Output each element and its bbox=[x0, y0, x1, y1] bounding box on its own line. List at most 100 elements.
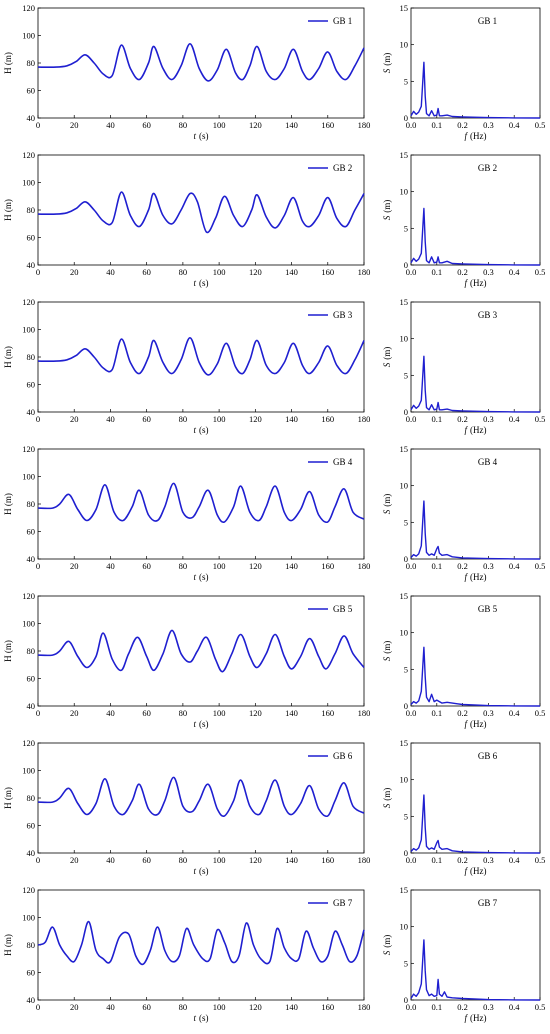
spectrum-panel: 0.0 0.1 0.2 0.3 0.4 0.5 0 5 10 15 f (Hz) S (m) GB 5 bbox=[382, 591, 545, 729]
spectrum-line bbox=[410, 939, 541, 1001]
x-axis-label-unit: (Hz) bbox=[470, 572, 487, 582]
y-tick-label: 100 bbox=[22, 766, 35, 776]
x-tick-label: 160 bbox=[321, 414, 334, 424]
x-tick-label: 140 bbox=[285, 414, 298, 424]
y-axis-label-var: S bbox=[382, 509, 392, 514]
x-tick-label: 180 bbox=[358, 120, 371, 130]
x-axis-label: t (s) bbox=[193, 866, 208, 876]
y-axis-label-var: S bbox=[382, 950, 392, 955]
y-axis-label-var: S bbox=[382, 803, 392, 808]
x-axis-label-unit: (s) bbox=[199, 425, 209, 435]
x-axis-label: t (s) bbox=[193, 278, 208, 288]
x-tick-label: 20 bbox=[70, 561, 79, 571]
spec-frame bbox=[410, 448, 541, 560]
x-axis-label-unit: (s) bbox=[199, 866, 209, 876]
x-axis-label-var: f bbox=[464, 131, 468, 141]
y-axis-label-unit: (m) bbox=[382, 788, 392, 801]
x-tick-label: 120 bbox=[249, 561, 262, 571]
y-tick-label: 80 bbox=[27, 352, 36, 362]
y-tick-label: 100 bbox=[22, 325, 35, 335]
y-tick-label: 5 bbox=[404, 517, 408, 527]
x-tick-label: 60 bbox=[142, 120, 151, 130]
time-series-line bbox=[37, 629, 365, 673]
x-tick-label: 120 bbox=[249, 855, 262, 865]
x-tick-label: 80 bbox=[179, 1002, 188, 1012]
x-tick-label: 80 bbox=[179, 120, 188, 130]
y-tick-label: 40 bbox=[27, 848, 36, 858]
x-axis-label-var: f bbox=[464, 1013, 468, 1023]
x-tick-label: 60 bbox=[142, 267, 151, 277]
x-axis-label-var: t bbox=[193, 866, 196, 876]
x-tick-label: 0.2 bbox=[457, 561, 468, 571]
spec-frame bbox=[410, 742, 541, 854]
x-tick-label: 0 bbox=[36, 708, 40, 718]
x-axis-label-unit: (s) bbox=[199, 131, 209, 141]
x-tick-label: 180 bbox=[358, 561, 371, 571]
x-tick-label: 40 bbox=[106, 1002, 115, 1012]
x-tick-label: 120 bbox=[249, 414, 262, 424]
x-tick-label: 0.1 bbox=[431, 414, 442, 424]
y-tick-label: 15 bbox=[400, 444, 409, 454]
x-axis-label: f (Hz) bbox=[464, 1013, 486, 1023]
x-tick-label: 80 bbox=[179, 414, 188, 424]
y-axis-label: H (m) bbox=[3, 52, 13, 74]
x-tick-label: 0.4 bbox=[509, 414, 520, 424]
y-tick-label: 5 bbox=[404, 223, 408, 233]
time-frame bbox=[37, 595, 365, 707]
spectrum-panel: 0.0 0.1 0.2 0.3 0.4 0.5 0 5 10 15 f (Hz) S (m) GB 3 bbox=[382, 297, 545, 435]
y-tick-label: 0 bbox=[404, 701, 408, 711]
x-tick-label: 160 bbox=[321, 855, 334, 865]
x-axis-label-var: f bbox=[464, 425, 468, 435]
time-series-line bbox=[37, 776, 365, 818]
x-tick-label: 0.0 bbox=[406, 561, 417, 571]
x-tick-label: 120 bbox=[249, 1002, 262, 1012]
x-tick-label: 40 bbox=[106, 708, 115, 718]
time-history-panel: 0 20 40 60 80 100 120 140 160 180 40 60 80 100 120 t (s)… bbox=[3, 150, 370, 288]
x-tick-label: 180 bbox=[358, 267, 371, 277]
spectrum-panel: 0.0 0.1 0.2 0.3 0.4 0.5 0 5 10 15 f (Hz) S (m) GB 4 bbox=[382, 444, 545, 582]
y-tick-label: 10 bbox=[400, 40, 409, 50]
x-tick-label: 0.3 bbox=[483, 120, 494, 130]
time-series-line bbox=[37, 337, 365, 376]
spec-frame bbox=[410, 595, 541, 707]
x-tick-label: 0.5 bbox=[535, 414, 546, 424]
spectrum-line bbox=[410, 355, 541, 413]
y-tick-label: 100 bbox=[22, 619, 35, 629]
x-tick-label: 80 bbox=[179, 708, 188, 718]
x-tick-label: 100 bbox=[213, 708, 226, 718]
spectrum-panel-label: GB 4 bbox=[478, 457, 498, 467]
legend-label: GB 1 bbox=[333, 16, 352, 26]
x-axis-label: f (Hz) bbox=[464, 425, 486, 435]
y-tick-label: 0 bbox=[404, 113, 408, 123]
y-axis-label-unit: (m) bbox=[382, 200, 392, 213]
y-axis-label-unit: (m) bbox=[382, 641, 392, 654]
x-tick-label: 160 bbox=[321, 267, 334, 277]
time-frame bbox=[37, 301, 365, 413]
y-axis-label-var: S bbox=[382, 215, 392, 220]
y-tick-label: 10 bbox=[400, 481, 409, 491]
x-axis-label-var: f bbox=[464, 866, 468, 876]
time-history-panel: 0 20 40 60 80 100 120 140 160 180 40 60 80 100 120 t (s)… bbox=[3, 738, 370, 876]
x-tick-label: 80 bbox=[179, 855, 188, 865]
x-tick-label: 0 bbox=[36, 120, 40, 130]
time-series-line bbox=[37, 482, 365, 524]
spectrum-line bbox=[410, 794, 541, 854]
x-tick-label: 0.1 bbox=[431, 1002, 442, 1012]
y-tick-label: 10 bbox=[400, 922, 409, 932]
x-tick-label: 0.4 bbox=[509, 1002, 520, 1012]
x-tick-label: 0.1 bbox=[431, 561, 442, 571]
y-tick-label: 5 bbox=[404, 811, 408, 821]
y-tick-label: 120 bbox=[22, 885, 35, 895]
y-tick-label: 100 bbox=[22, 913, 35, 923]
x-tick-label: 0.4 bbox=[509, 855, 520, 865]
x-tick-label: 0.4 bbox=[509, 267, 520, 277]
x-tick-label: 0.1 bbox=[431, 267, 442, 277]
time-frame bbox=[37, 154, 365, 266]
y-tick-label: 60 bbox=[27, 380, 36, 390]
y-tick-label: 120 bbox=[22, 738, 35, 748]
x-tick-label: 60 bbox=[142, 1002, 151, 1012]
spectrum-panel-label: GB 7 bbox=[478, 898, 498, 908]
x-tick-label: 120 bbox=[249, 267, 262, 277]
x-tick-label: 40 bbox=[106, 414, 115, 424]
